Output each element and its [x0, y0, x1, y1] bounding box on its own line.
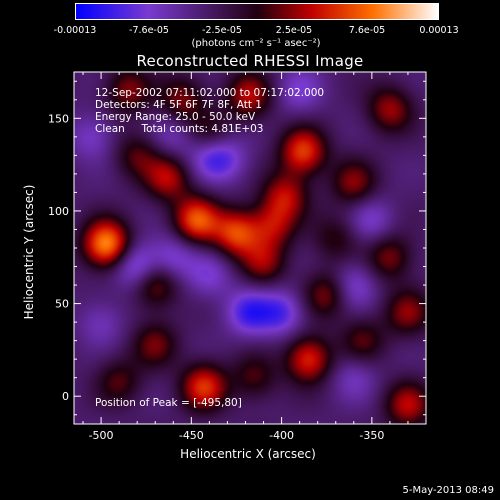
y-tick-label: 100: [48, 205, 69, 218]
timestamp: 5-May-2013 08:49: [402, 485, 494, 496]
colorbar-tick-label: -7.6e-05: [129, 25, 169, 36]
info-detectors: Detectors: 4F 5F 6F 7F 8F, Att 1: [95, 99, 262, 111]
colorbar-tick-label: -2.5e-05: [202, 25, 242, 36]
info-clean-counts: Clean Total counts: 4.81E+03: [95, 123, 264, 135]
y-tick-label: 150: [48, 112, 69, 125]
colorbar-gradient: [76, 4, 438, 19]
info-energy-range: Energy Range: 25.0 - 50.0 keV: [95, 111, 256, 123]
y-axis-label: Heliocentric Y (arcsec): [22, 184, 36, 320]
x-tick-label: -450: [179, 429, 204, 442]
x-tick-label: -500: [89, 429, 114, 442]
y-tick-label: 0: [62, 390, 69, 403]
info-time-range: 12-Sep-2002 07:11:02.000 to 07:17:02.000: [95, 87, 325, 99]
colorbar: [75, 3, 439, 20]
colorbar-tick-label: 0.00013: [419, 25, 459, 36]
colorbar-tick-label: 2.5e-05: [275, 25, 313, 36]
colorbar-tick-label: 7.6e-05: [348, 25, 386, 36]
chart-title: Reconstructed RHESSI Image: [136, 52, 364, 70]
axis-ticks: -500 -450 -400 -350 0 50 100 150: [48, 72, 427, 442]
heatmap-image: [74, 72, 426, 424]
colorbar-units: (photons cm⁻² s⁻¹ asec⁻²): [191, 38, 321, 49]
colorbar-tick-label: -0.00013: [53, 25, 97, 36]
peak-position-label: Position of Peak = [-495,80]: [95, 397, 242, 409]
x-tick-label: -400: [269, 429, 294, 442]
x-axis-label: Heliocentric X (arcsec): [180, 447, 316, 461]
x-tick-label: -350: [359, 429, 384, 442]
y-tick-label: 50: [55, 298, 69, 311]
